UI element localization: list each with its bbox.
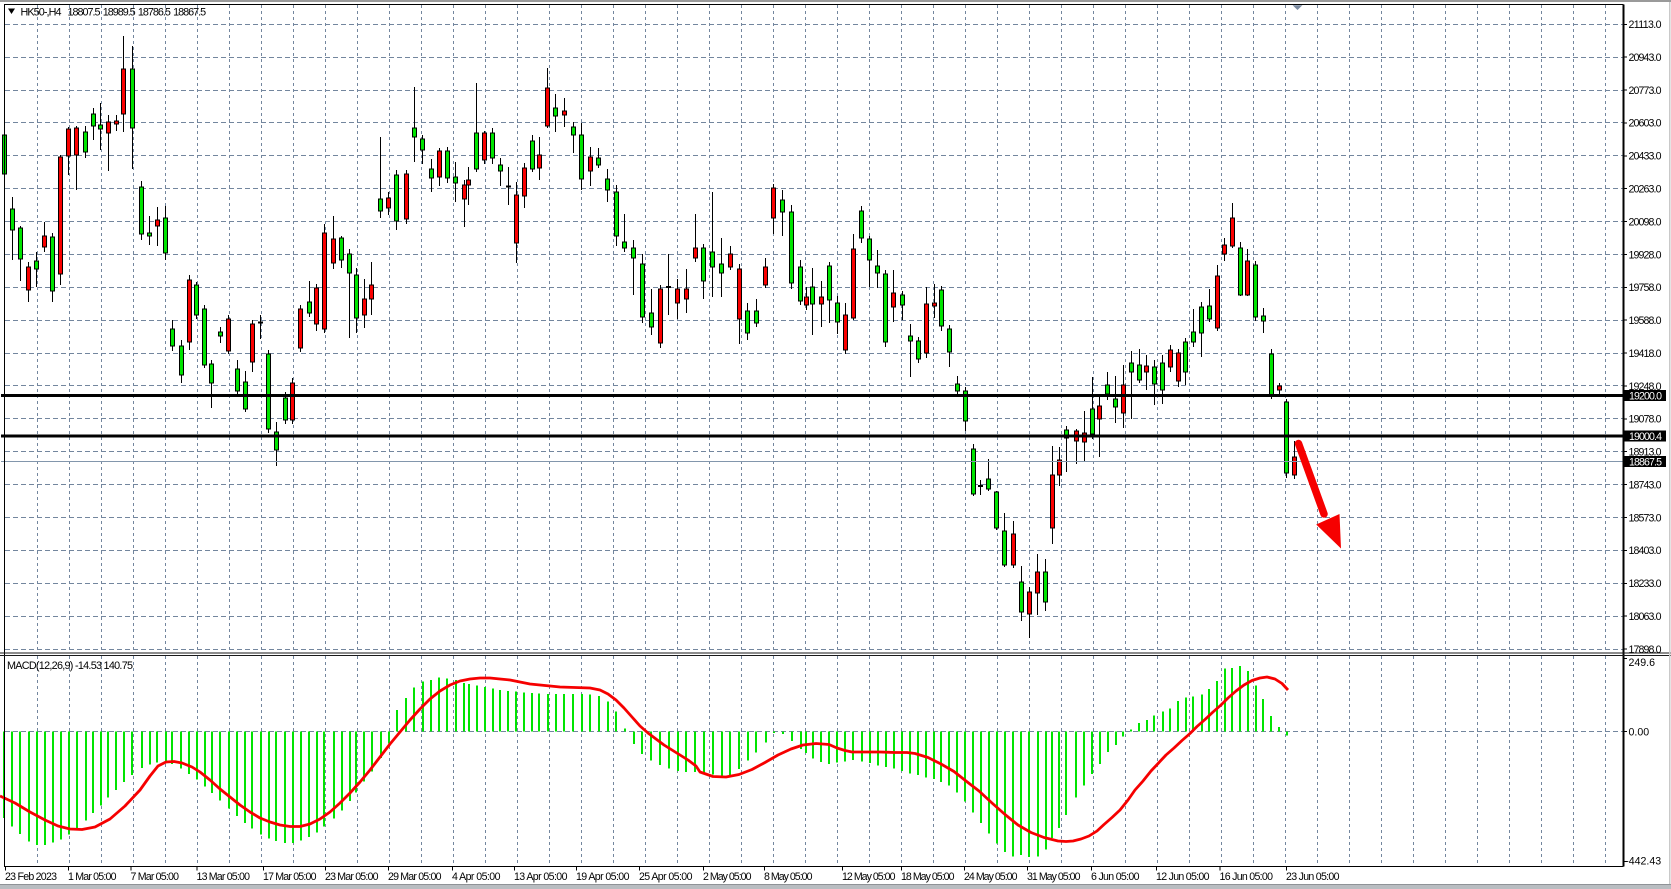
svg-text:18233.0: 18233.0	[1629, 578, 1662, 590]
svg-text:20263.0: 20263.0	[1629, 184, 1662, 196]
svg-text:249.6: 249.6	[1629, 657, 1656, 669]
svg-text:17898.0: 17898.0	[1629, 644, 1662, 656]
svg-text:20943.0: 20943.0	[1629, 52, 1662, 64]
svg-text:18 May 05:00: 18 May 05:00	[901, 871, 955, 883]
svg-text:0.00: 0.00	[1629, 726, 1650, 738]
svg-text:16 Jun 05:00: 16 Jun 05:00	[1220, 871, 1274, 883]
svg-text:13 Mar 05:00: 13 Mar 05:00	[197, 871, 251, 883]
svg-text:21113.0: 21113.0	[1629, 19, 1662, 31]
svg-text:24 May 05:00: 24 May 05:00	[964, 871, 1018, 883]
svg-text:19928.0: 19928.0	[1629, 249, 1662, 261]
svg-text:HK50-,H4: HK50-,H4	[21, 7, 62, 19]
svg-text:19078.0: 19078.0	[1629, 414, 1662, 426]
svg-text:19418.0: 19418.0	[1629, 348, 1662, 360]
svg-text:20098.0: 20098.0	[1629, 216, 1662, 228]
svg-text:19248.0: 19248.0	[1629, 381, 1662, 393]
svg-text:19000.4: 19000.4	[1629, 431, 1662, 443]
svg-text:23 Mar 05:00: 23 Mar 05:00	[325, 871, 379, 883]
svg-text:18786.5: 18786.5	[138, 7, 171, 19]
svg-text:MACD(12,26,9) -14.53 140.75: MACD(12,26,9) -14.53 140.75	[7, 660, 133, 672]
svg-text:8 May 05:00: 8 May 05:00	[764, 871, 813, 883]
svg-text:13 Apr 05:00: 13 Apr 05:00	[514, 871, 568, 883]
svg-text:20603.0: 20603.0	[1629, 118, 1662, 130]
svg-text:18807.5: 18807.5	[68, 7, 101, 19]
svg-text:20433.0: 20433.0	[1629, 151, 1662, 163]
svg-text:18403.0: 18403.0	[1629, 545, 1662, 557]
svg-text:20773.0: 20773.0	[1629, 85, 1662, 97]
svg-text:19 Apr 05:00: 19 Apr 05:00	[576, 871, 630, 883]
svg-text:19758.0: 19758.0	[1629, 282, 1662, 294]
svg-text:31 May 05:00: 31 May 05:00	[1027, 871, 1081, 883]
svg-text:18743.0: 18743.0	[1629, 479, 1662, 491]
svg-text:29 Mar 05:00: 29 Mar 05:00	[388, 871, 442, 883]
svg-text:17 Mar 05:00: 17 Mar 05:00	[263, 871, 317, 883]
svg-text:7 Mar 05:00: 7 Mar 05:00	[131, 871, 180, 883]
svg-text:1 Mar 05:00: 1 Mar 05:00	[68, 871, 117, 883]
svg-text:18867.5: 18867.5	[1629, 456, 1662, 468]
svg-text:18913.0: 18913.0	[1629, 447, 1662, 459]
svg-text:19588.0: 19588.0	[1629, 315, 1662, 327]
svg-text:12 May 05:00: 12 May 05:00	[842, 871, 896, 883]
svg-text:4 Apr 05:00: 4 Apr 05:00	[452, 871, 501, 883]
svg-text:23 Jun 05:00: 23 Jun 05:00	[1286, 871, 1340, 883]
svg-text:25 Apr 05:00: 25 Apr 05:00	[639, 871, 693, 883]
svg-text:18867.5: 18867.5	[173, 7, 206, 19]
svg-text:2 May 05:00: 2 May 05:00	[703, 871, 752, 883]
svg-text:23 Feb 2023: 23 Feb 2023	[5, 871, 57, 883]
svg-text:19200.0: 19200.0	[1629, 390, 1662, 402]
svg-text:6 Jun 05:00: 6 Jun 05:00	[1091, 871, 1140, 883]
svg-text:18573.0: 18573.0	[1629, 512, 1662, 524]
svg-text:-442.43: -442.43	[1625, 856, 1661, 868]
svg-text:18063.0: 18063.0	[1629, 611, 1662, 623]
svg-text:12 Jun 05:00: 12 Jun 05:00	[1156, 871, 1210, 883]
svg-text:18989.5: 18989.5	[103, 7, 136, 19]
